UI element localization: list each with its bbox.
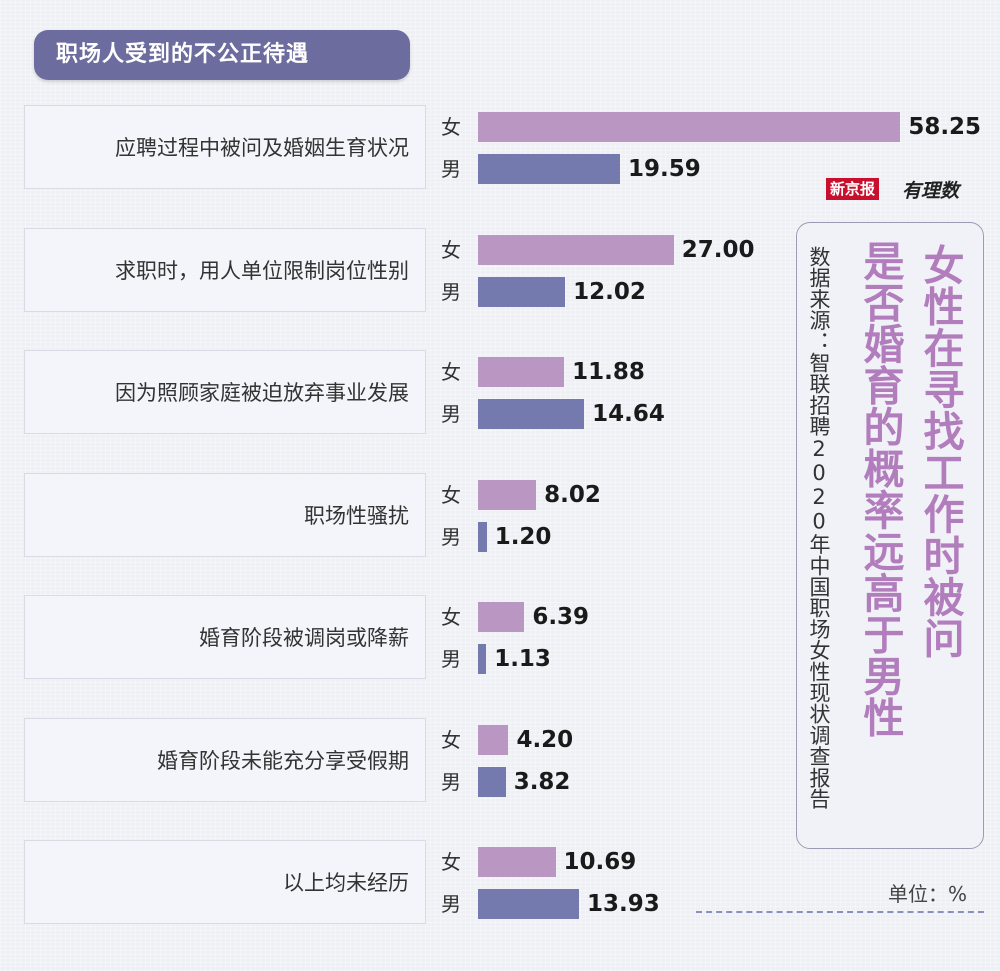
value-label: 8.02 [544, 481, 601, 508]
bar-female [478, 479, 537, 510]
unit-divider [696, 911, 984, 913]
bar-male [478, 644, 487, 674]
series-label: 男 [441, 769, 461, 794]
headline-panel [796, 222, 984, 849]
bar-female [478, 234, 674, 265]
series-label: 女 [441, 605, 461, 629]
bar-female [478, 112, 901, 142]
value-label: 12.02 [573, 278, 646, 305]
value-label: 3.82 [513, 768, 571, 795]
brand-logo: 新京报 有理数 [826, 176, 966, 204]
data-source: 数据来源：智联招聘2020年中国职场女性现状调查报告 [807, 246, 831, 810]
series-label: 男 [441, 402, 461, 426]
bar-male [478, 154, 621, 184]
series-label: 男 [441, 892, 461, 916]
bar-male [478, 521, 487, 552]
value-label: 11.88 [572, 359, 645, 385]
bar-male [478, 889, 579, 919]
category-label: 应聘过程中被问及婚姻生育状况 [24, 105, 426, 189]
value-label: 1.20 [494, 523, 552, 550]
chart-title: 职场人受到的不公正待遇 [34, 30, 410, 80]
series-label: 女 [441, 727, 461, 752]
bar-male [478, 399, 585, 429]
series-label: 男 [441, 279, 461, 304]
value-label: 19.59 [628, 156, 701, 182]
value-label: 14.64 [592, 401, 665, 427]
category-label: 求职时，用人单位限制岗位性别 [24, 227, 426, 312]
headline-line-2: 是否婚育的概率远高于男性 [856, 240, 904, 738]
category-label: 婚育阶段未能充分享受假期 [24, 717, 426, 802]
bar-female [478, 724, 509, 755]
unit-label: 单位：% [888, 882, 968, 906]
category-label: 职场性骚扰 [24, 472, 426, 557]
series-label: 女 [441, 360, 461, 384]
series-label: 男 [441, 157, 461, 181]
series-label: 女 [441, 482, 461, 507]
category-label: 因为照顾家庭被迫放弃事业发展 [24, 350, 426, 434]
series-label: 男 [441, 647, 461, 671]
logo-brand: 新京报 [826, 178, 880, 200]
bar-female [478, 847, 556, 877]
value-label: 27.00 [681, 236, 755, 263]
series-label: 女 [441, 115, 461, 139]
bar-male [478, 766, 506, 797]
value-label: 4.20 [516, 726, 574, 753]
value-label: 13.93 [586, 891, 660, 917]
series-label: 女 [441, 237, 461, 262]
value-label: 10.69 [563, 849, 637, 875]
value-label: 1.13 [494, 646, 551, 672]
bar-female [478, 602, 525, 632]
series-label: 男 [441, 524, 461, 549]
series-label: 女 [441, 850, 461, 874]
bar-female [478, 357, 565, 387]
value-label: 58.25 [908, 114, 982, 140]
bar-male [478, 276, 566, 307]
headline-line-1: 女性在寻找工作时被问 [916, 244, 964, 659]
logo-script: 有理数 [902, 180, 960, 202]
category-label: 以上均未经历 [24, 840, 426, 924]
category-label: 婚育阶段被调岗或降薪 [24, 595, 426, 679]
value-label: 6.39 [532, 604, 590, 630]
